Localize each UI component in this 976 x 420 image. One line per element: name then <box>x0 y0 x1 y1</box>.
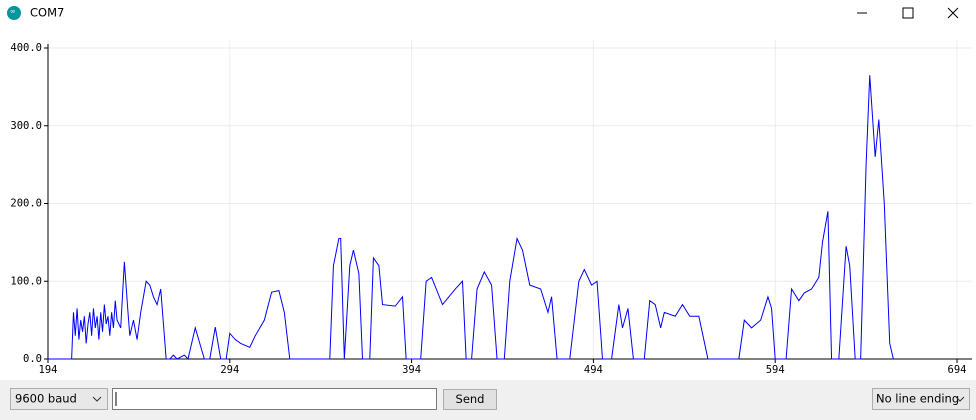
x-tick-label: 194 <box>39 364 58 376</box>
line-ending-dropdown[interactable] <box>872 388 970 410</box>
plot: 0.0 100.0 200.0 300.0 400.0 194 294 394 494 594 69… <box>10 40 972 376</box>
send-label: Send <box>456 392 485 406</box>
baud-label: 9600 baud <box>15 392 77 406</box>
maximize-button[interactable] <box>902 7 914 19</box>
y-tick-label: 400.0 <box>10 42 42 54</box>
y-tick-label: 300.0 <box>10 120 42 132</box>
baud-dropdown[interactable] <box>10 388 108 410</box>
title-bar <box>0 0 976 26</box>
send-button[interactable] <box>443 389 497 410</box>
x-tick-label: 694 <box>948 364 967 376</box>
data-line <box>48 75 894 361</box>
x-tick-label: 294 <box>220 364 239 376</box>
close-button[interactable] <box>947 7 959 19</box>
y-tick-label: 100.0 <box>10 275 42 287</box>
dropdown-arrow <box>955 396 965 402</box>
message-input[interactable] <box>112 388 437 410</box>
x-tick-label: 494 <box>584 364 603 376</box>
icon-glyph: ∞ <box>10 8 16 16</box>
app-icon <box>7 6 21 20</box>
dropdown-arrow <box>92 396 102 402</box>
y-tick-label: 200.0 <box>10 198 42 210</box>
y-tick-label: 0.0 <box>23 353 42 365</box>
line-ending-label: No line ending <box>876 392 959 406</box>
x-tick-label: 594 <box>766 364 785 376</box>
window-title: COM7 <box>30 6 64 20</box>
x-tick-label: 394 <box>402 364 421 376</box>
